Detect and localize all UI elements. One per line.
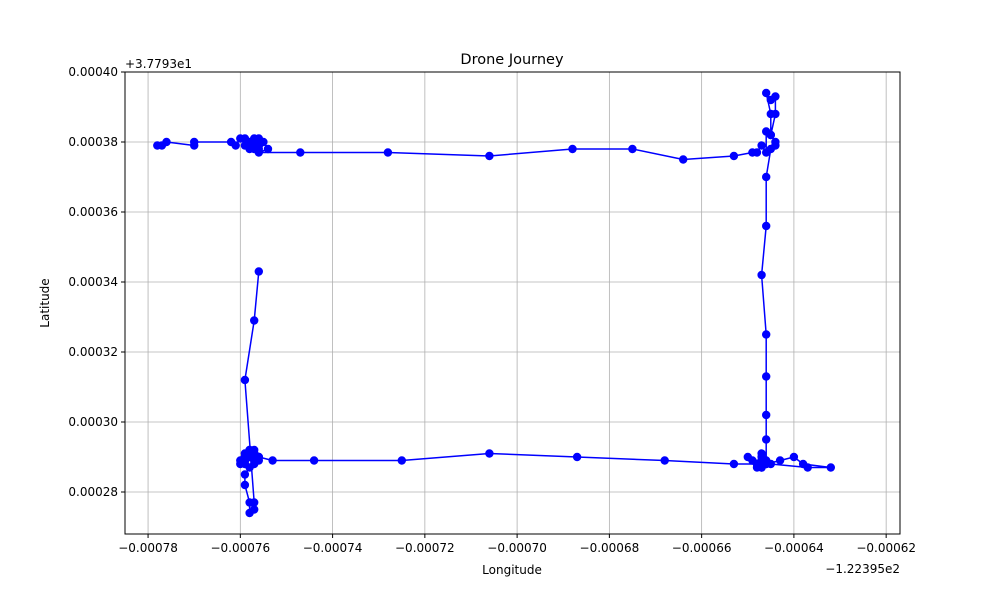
x-tick-label: −0.00066 (672, 541, 732, 555)
waypoint-marker (240, 470, 250, 479)
waypoint-marker (572, 452, 582, 462)
waypoint-marker (766, 130, 775, 140)
waypoint-marker (826, 463, 835, 472)
waypoint-marker (762, 88, 771, 98)
waypoint-marker (485, 449, 494, 458)
waypoint-marker (771, 92, 780, 101)
waypoint-marker (259, 137, 268, 147)
waypoint-marker (762, 372, 771, 381)
waypoint-marker (743, 452, 752, 462)
waypoint-marker (752, 148, 762, 157)
x-tick-label: −0.00064 (764, 541, 824, 555)
y-tick-label: 0.00034 (68, 275, 118, 289)
y-tick-label: 0.00040 (68, 65, 118, 79)
waypoint-marker (245, 463, 254, 472)
plot-frame (124, 71, 901, 535)
waypoint-marker (383, 148, 393, 157)
waypoint-marker (762, 330, 771, 339)
waypoint-marker (263, 144, 273, 154)
waypoint-marker (729, 459, 739, 469)
x-offset-label: −1.22395e2 (825, 562, 900, 576)
waypoint-marker (309, 456, 319, 465)
waypoint-marker (268, 456, 277, 465)
x-tick-label: −0.00068 (580, 541, 640, 555)
waypoint-marker (250, 498, 259, 507)
x-axis-label: Longitude (482, 563, 542, 577)
waypoint-marker (296, 148, 305, 157)
waypoint-marker (766, 144, 775, 154)
waypoint-marker (397, 456, 406, 465)
waypoint-marker (757, 449, 766, 458)
x-tick-label: −0.00074 (303, 541, 363, 555)
waypoint-marker (729, 151, 739, 161)
y-tick-label: 0.00030 (68, 415, 118, 429)
waypoint-marker (190, 137, 199, 147)
waypoint-marker (485, 151, 494, 161)
waypoint-marker (762, 435, 771, 444)
waypoint-marker (762, 221, 771, 231)
waypoint-marker (757, 141, 766, 150)
y-tick-label: 0.00038 (68, 135, 118, 149)
y-tick-label: 0.00032 (68, 345, 118, 359)
waypoint-marker (660, 456, 669, 465)
waypoint-marker (762, 410, 771, 420)
waypoint-marker (250, 316, 259, 325)
plot-data (153, 88, 835, 518)
waypoint-marker (771, 109, 780, 119)
x-tick-label: −0.00070 (487, 541, 547, 555)
y-tick-label: 0.00028 (68, 485, 118, 499)
waypoint-marker (240, 375, 250, 385)
x-tick-label: −0.00076 (210, 541, 270, 555)
y-offset-label: +3.7793e1 (125, 57, 192, 71)
waypoint-marker (250, 505, 259, 514)
chart-title: Drone Journey (460, 52, 564, 68)
x-tick-label: −0.00078 (118, 541, 178, 555)
waypoint-marker (254, 148, 263, 157)
waypoint-marker (254, 267, 263, 276)
waypoint-marker (789, 452, 799, 462)
waypoint-marker (240, 480, 250, 490)
waypoint-marker (679, 155, 688, 164)
waypoint-marker (757, 270, 766, 280)
waypoint-marker (245, 445, 254, 455)
waypoint-marker (762, 172, 771, 182)
waypoint-marker (775, 456, 785, 465)
waypoint-marker (231, 141, 240, 150)
ticks: −0.00078 −0.00076 −0.00074 −0.00072 −0.00070… (68, 65, 916, 555)
waypoint-marker (628, 144, 637, 154)
waypoint-marker (162, 137, 171, 147)
x-tick-label: −0.00062 (856, 541, 916, 555)
waypoint-marker (568, 144, 577, 154)
x-tick-label: −0.00072 (395, 541, 455, 555)
waypoint-marker (766, 459, 775, 469)
y-axis-label: Latitude (38, 278, 52, 327)
waypoint-marker (803, 463, 812, 472)
y-tick-label: 0.00036 (68, 205, 118, 219)
